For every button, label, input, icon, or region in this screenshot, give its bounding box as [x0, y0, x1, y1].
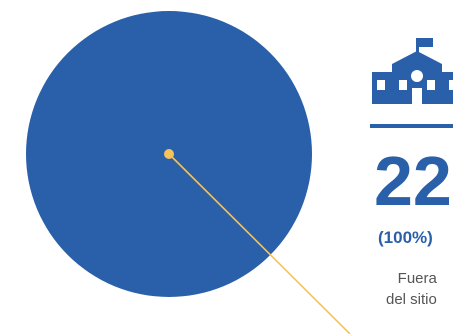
leader-line: [168, 153, 351, 334]
slice-label: Fuera del sitio: [386, 268, 437, 310]
slice-label-line-2: del sitio: [386, 291, 437, 308]
school-building-icon: [372, 38, 453, 104]
slice-percent: (100%): [378, 228, 433, 247]
leader-dot: [164, 149, 174, 159]
icon-underline: [370, 124, 453, 128]
slice-count: 22: [374, 142, 452, 220]
slice-label-line-1: Fuera: [397, 270, 437, 287]
